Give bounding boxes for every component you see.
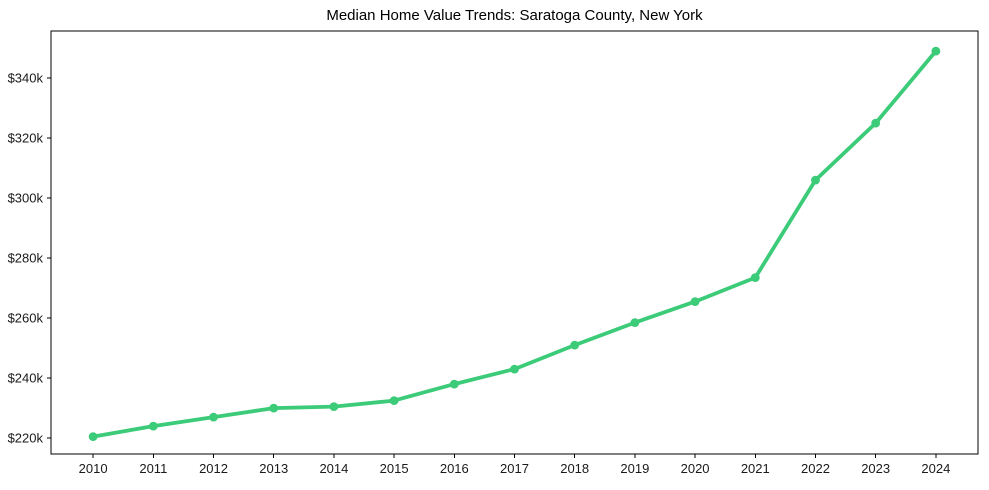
x-tick-label: 2019 <box>620 461 649 476</box>
data-point <box>449 379 459 389</box>
x-tick-label: 2015 <box>380 461 409 476</box>
data-point <box>269 403 279 413</box>
data-point <box>148 421 158 431</box>
plot-border <box>50 30 979 455</box>
data-point <box>630 318 640 327</box>
x-tick-label: 2020 <box>681 461 710 476</box>
y-tick-label: $220k <box>8 431 44 446</box>
x-tick-label: 2017 <box>500 461 529 476</box>
x-tick-label: 2022 <box>801 461 830 476</box>
x-tick-label: 2011 <box>139 461 167 476</box>
data-point <box>329 402 339 411</box>
y-tick-label: $260k <box>8 311 44 326</box>
data-point <box>811 175 820 185</box>
x-tick-label: 2013 <box>259 461 288 476</box>
y-tick-label: $300k <box>8 191 44 206</box>
x-tick-label: 2021 <box>741 461 770 476</box>
x-tick-label: 2010 <box>79 461 108 476</box>
data-point <box>389 396 399 405</box>
data-point <box>88 432 98 441</box>
x-tick-label: 2024 <box>921 461 950 476</box>
x-tick-label: 2012 <box>199 461 228 476</box>
trend-line <box>91 49 938 439</box>
data-point <box>209 412 218 422</box>
data-point <box>510 364 519 374</box>
y-tick-label: $320k <box>8 131 44 146</box>
y-tick-label: $240k <box>8 371 44 386</box>
x-tick-label: 2014 <box>319 461 348 476</box>
data-point <box>570 340 580 350</box>
y-tick-label: $340k <box>8 71 44 86</box>
chart-title: Median Home Value Trends: Saratoga Count… <box>326 7 703 24</box>
data-point <box>871 118 881 128</box>
x-tick-label: 2018 <box>560 461 589 476</box>
data-point <box>750 273 760 282</box>
data-point <box>690 297 700 306</box>
x-tick-label: 2023 <box>861 461 890 476</box>
y-tick-label: $280k <box>8 251 44 266</box>
data-point <box>931 46 941 56</box>
x-tick-label: 2016 <box>440 461 469 476</box>
